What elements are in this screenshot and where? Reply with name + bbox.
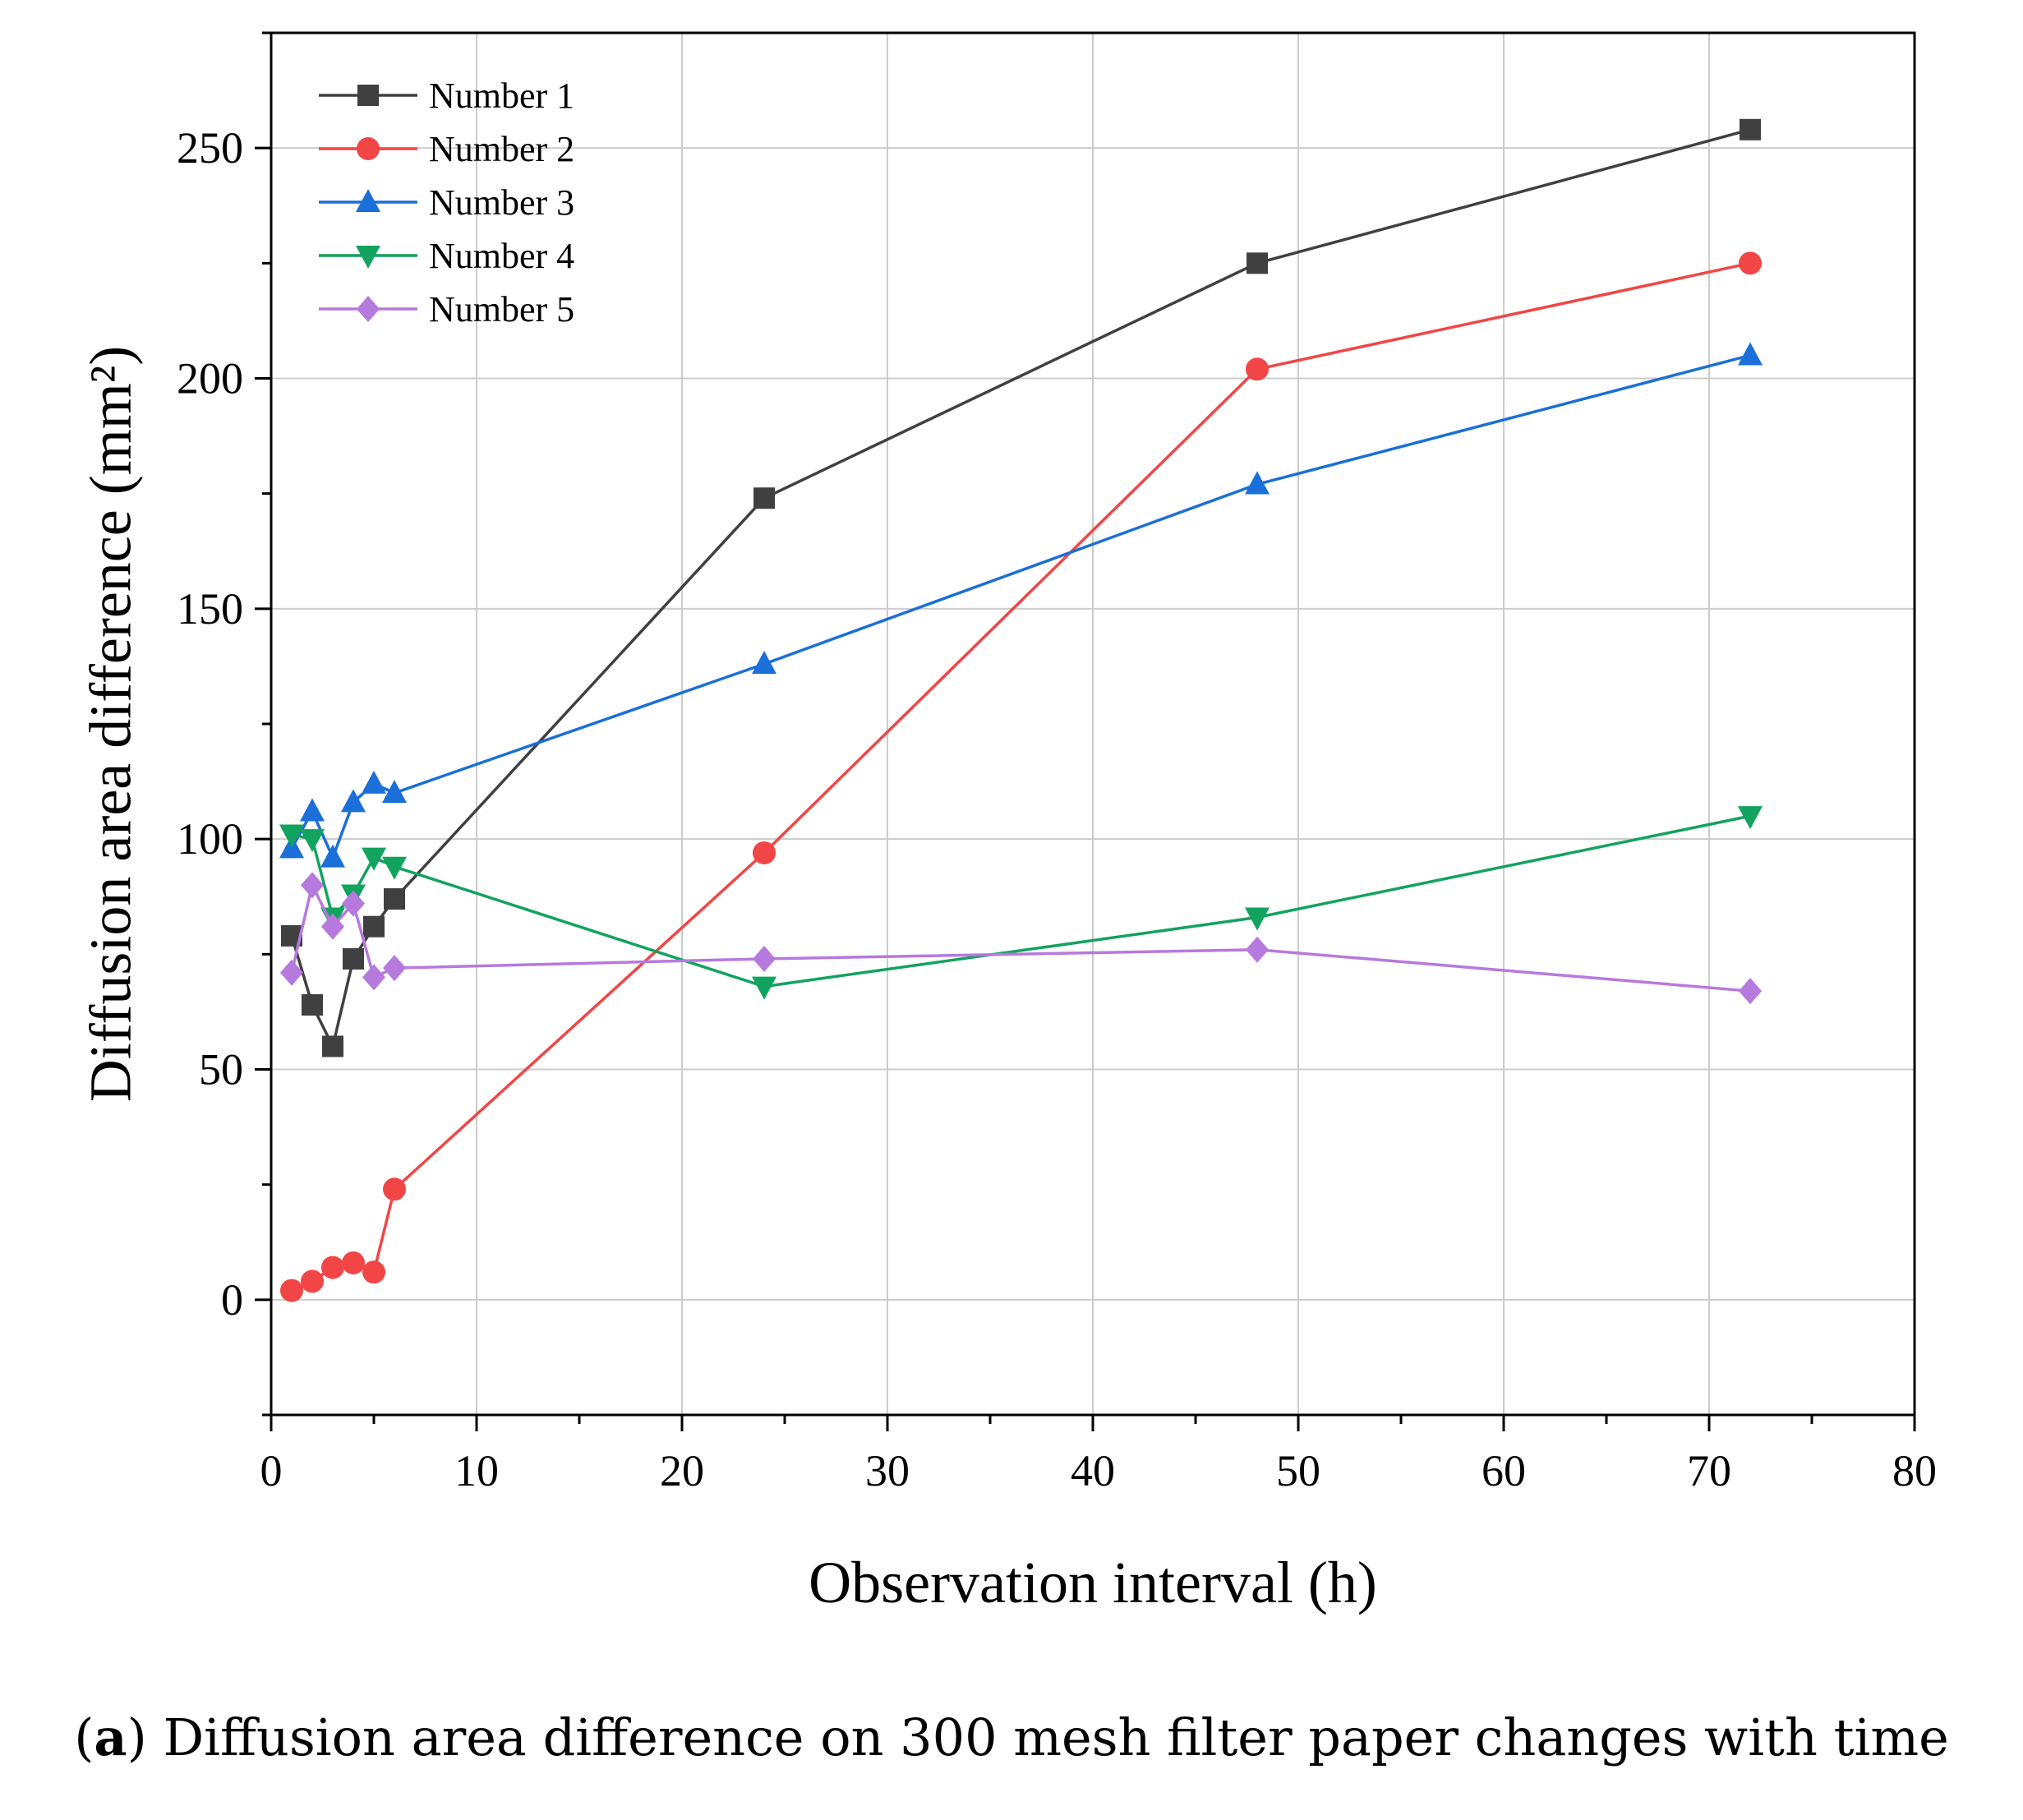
data-point [342,890,365,917]
series-line-5 [290,883,1751,993]
legend-item-4: Number 4 [319,236,574,276]
legend-label: Number 2 [429,129,574,169]
x-tick-label: 80 [1892,1446,1937,1495]
data-point [343,947,364,970]
legend-item-1: Number 1 [319,76,574,116]
y-tick-label: 250 [177,123,243,173]
x-tick-label: 20 [660,1446,704,1495]
x-tick-label: 60 [1482,1446,1526,1495]
data-point [279,824,304,848]
data-point [384,888,405,910]
y-axis-title: Diffusion area difference (mm²) [78,346,144,1103]
series-line-2 [291,261,1751,1292]
data-point [363,915,385,938]
data-point [1740,118,1761,141]
data-point [300,829,325,853]
series-1 [281,118,1761,1057]
legend-item-5: Number 5 [319,289,574,329]
series-5 [280,872,1762,1005]
data-point [362,770,386,794]
data-point [382,856,407,880]
data-point [382,780,407,804]
data-point [1738,342,1763,366]
legend-marker [356,246,380,269]
data-point [341,789,366,813]
legend-marker [357,296,380,322]
legend-item-2: Number 2 [319,129,574,169]
data-point [362,1260,385,1284]
data-point [320,844,345,868]
series-layer [279,118,1763,1302]
legend-marker [357,137,380,160]
legend-label: Number 4 [429,236,574,276]
data-point [752,976,776,1000]
series-2 [280,251,1762,1302]
data-point [301,1269,324,1293]
legend-label: Number 3 [429,182,574,223]
y-tick-label: 50 [199,1045,243,1094]
figure-caption: (a) Diffusion area difference on 300 mes… [0,1707,2023,1767]
y-tick-label: 200 [177,354,243,403]
data-point [321,1256,344,1279]
y-tick-label: 100 [177,814,243,864]
legend-label: Number 5 [429,289,574,329]
x-tick-label: 0 [260,1446,283,1495]
legend-marker [357,85,379,106]
series-3 [279,342,1763,868]
legend: Number 1 Number 2 Number 3 Number 4 Number 5 [319,76,574,329]
data-point [1246,936,1269,963]
data-point [383,1177,406,1201]
data-point [280,959,303,986]
legend-marker [356,189,380,212]
data-point [322,1035,343,1057]
data-point [280,1279,303,1302]
caption-open: ( [74,1707,94,1767]
data-point [1245,471,1270,495]
data-point [1739,251,1762,275]
data-point [753,841,776,864]
data-point [321,913,344,940]
data-point [752,651,776,675]
data-point [342,1251,365,1274]
data-point [753,487,775,509]
data-point [301,872,324,899]
data-point [362,964,385,991]
data-point [1246,357,1269,381]
data-point [1247,252,1268,274]
series-4 [279,806,1763,1000]
x-tick-label: 40 [1071,1446,1115,1495]
x-tick-label: 50 [1276,1446,1320,1495]
data-point [1739,978,1762,1005]
data-point [1245,907,1270,931]
data-point [302,994,323,1016]
caption-letter: a [94,1707,127,1767]
axes: 0 10 20 30 40 50 60 70 80 0 50 100 150 200 250 [177,31,1937,1495]
y-tick-label: 0 [221,1275,243,1325]
data-point [383,955,406,982]
data-point [362,847,386,871]
x-tick-label: 30 [865,1446,910,1495]
data-point [300,798,325,822]
data-point [753,945,776,972]
data-point [1738,806,1763,830]
x-tick-label: 70 [1687,1446,1731,1495]
x-axis-title: Observation interval (h) [809,1550,1377,1615]
legend-item-3: Number 3 [319,182,574,223]
series-line-3 [290,353,1751,859]
y-tick-label: 150 [177,584,243,634]
caption-text: ) Diffusion area difference on 300 mesh … [127,1707,1949,1767]
x-tick-label: 10 [454,1446,499,1495]
series-line-4 [291,814,1751,988]
legend-label: Number 1 [429,76,574,116]
